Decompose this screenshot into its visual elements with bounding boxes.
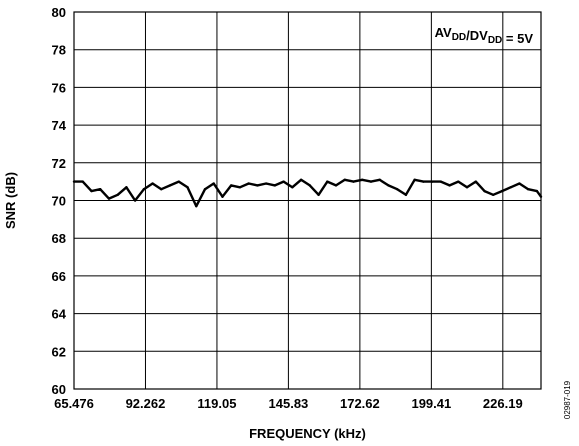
x-tick-label: 145.83 bbox=[269, 396, 309, 411]
y-tick-label: 70 bbox=[52, 194, 66, 209]
x-tick-label: 172.62 bbox=[340, 396, 380, 411]
data-point bbox=[448, 184, 451, 187]
data-point bbox=[535, 189, 539, 193]
data-point bbox=[343, 178, 346, 181]
data-point bbox=[299, 178, 303, 181]
data-point bbox=[457, 180, 460, 183]
data-point bbox=[317, 193, 320, 197]
y-tick-label: 72 bbox=[52, 156, 66, 171]
data-point bbox=[142, 187, 146, 191]
data-point bbox=[247, 182, 250, 185]
data-point bbox=[422, 180, 425, 183]
data-point bbox=[430, 180, 434, 183]
data-point bbox=[474, 180, 477, 183]
x-tick-label: 92.262 bbox=[126, 396, 166, 411]
x-axis-title: FREQUENCY (kHz) bbox=[249, 426, 366, 441]
data-point bbox=[387, 184, 390, 187]
data-point bbox=[133, 199, 137, 202]
data-point bbox=[308, 184, 312, 187]
data-point bbox=[378, 178, 381, 181]
y-tick-label: 76 bbox=[52, 80, 66, 95]
y-tick-label: 64 bbox=[52, 307, 67, 322]
y-tick-label: 66 bbox=[52, 269, 66, 284]
y-tick-label: 74 bbox=[52, 118, 67, 133]
data-point bbox=[230, 184, 233, 187]
data-point bbox=[326, 180, 329, 183]
data-point bbox=[99, 187, 102, 191]
y-tick-label: 62 bbox=[52, 344, 66, 359]
data-point bbox=[125, 186, 128, 189]
y-tick-label: 80 bbox=[52, 5, 66, 20]
axes: 60 62 64 66 68 70 72 74 76 78 80 65.476 92.262 119.05… bbox=[52, 5, 542, 411]
data-point bbox=[404, 193, 408, 197]
data-point bbox=[291, 186, 294, 189]
data-point bbox=[518, 182, 521, 185]
data-point bbox=[526, 187, 530, 191]
x-tick-label: 226.19 bbox=[483, 396, 523, 411]
figure-id: 02987-019 bbox=[563, 380, 572, 419]
data-point bbox=[212, 182, 215, 185]
data-point bbox=[361, 178, 364, 181]
data-point bbox=[509, 186, 512, 189]
data-point bbox=[116, 193, 119, 197]
grid bbox=[73, 11, 541, 390]
y-axis-title: SNR (dB) bbox=[3, 172, 18, 229]
x-tick-label: 199.41 bbox=[411, 396, 451, 411]
data-point bbox=[465, 186, 469, 189]
data-point bbox=[203, 187, 207, 191]
data-point bbox=[352, 180, 355, 183]
data-point bbox=[177, 180, 181, 183]
data-point bbox=[238, 186, 242, 189]
data-point bbox=[282, 180, 285, 183]
data-point bbox=[334, 184, 338, 187]
data-point bbox=[151, 182, 154, 185]
y-tick-label: 60 bbox=[52, 382, 66, 397]
data-point bbox=[221, 195, 224, 198]
y-tick-label: 78 bbox=[52, 43, 66, 58]
plot-frame bbox=[73, 11, 542, 390]
data-point bbox=[395, 187, 399, 191]
data-point bbox=[273, 184, 277, 187]
data-point bbox=[492, 193, 495, 197]
x-tick-label: 65.476 bbox=[54, 396, 94, 411]
data-point bbox=[439, 180, 443, 183]
data-point bbox=[160, 187, 163, 191]
data-point bbox=[413, 178, 416, 181]
data-point bbox=[186, 186, 189, 189]
y-tick-label: 68 bbox=[52, 231, 66, 246]
data-point bbox=[168, 184, 172, 187]
data-point bbox=[195, 204, 198, 208]
data-point bbox=[369, 180, 373, 183]
data-point bbox=[90, 189, 93, 193]
data-point bbox=[483, 189, 486, 193]
data-point bbox=[81, 180, 84, 183]
supply-voltage-annotation: AVDD/DVDD = 5V bbox=[435, 25, 534, 46]
snr-series-line bbox=[74, 178, 542, 208]
data-point bbox=[256, 184, 259, 187]
data-point bbox=[500, 189, 504, 193]
data-point bbox=[264, 182, 268, 185]
series-layer bbox=[72, 178, 543, 208]
x-tick-label: 119.05 bbox=[197, 396, 236, 411]
data-point bbox=[107, 197, 111, 200]
